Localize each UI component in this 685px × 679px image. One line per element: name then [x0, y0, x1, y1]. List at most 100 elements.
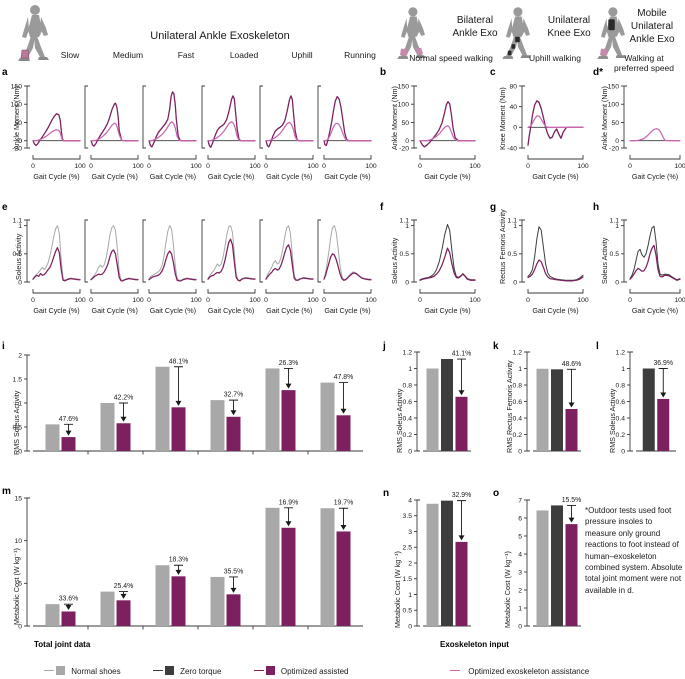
y-tick-label: 0.8 [403, 382, 413, 389]
reduction-arrow [284, 507, 293, 523]
x-axis [419, 289, 476, 294]
y-tick-label: 5 [18, 581, 22, 588]
y-tick-label: 1.1 [610, 217, 620, 224]
y-axis-label: RMS Soleus Activity [395, 388, 404, 453]
x-axis [323, 289, 372, 294]
x-tick-label-0: 0 [31, 297, 35, 304]
chart-a6: 0 100 [317, 85, 377, 170]
y-tick-label: 0.5 [13, 424, 23, 431]
y-tick-label: 1 [518, 366, 522, 373]
y-tick-label: 0 [405, 138, 409, 145]
y-tick-label: 50 [611, 120, 619, 127]
reduction-arrow-head [568, 517, 575, 523]
x-axis [527, 155, 584, 160]
series-line [527, 100, 584, 146]
chart-m: 0 5 10 15 33.6% 25.4% 18.3% 35.5% 16.9% 19.7% [14, 495, 363, 630]
chart-e2: 0 100 [84, 219, 145, 304]
y-axis [201, 219, 205, 283]
y-axis-label: Soleus Activity [390, 237, 399, 284]
y-axis [623, 85, 627, 149]
y-tick-label: 4 [518, 551, 522, 558]
x-tick-label-0: 0 [89, 163, 93, 170]
y-tick-label: 1 [405, 223, 409, 230]
y-axis-label-m: Metabolic Cost (W kg⁻¹) [12, 548, 21, 625]
x-axis [207, 155, 256, 160]
y-axis-label-e: Soleus Activity [14, 233, 23, 280]
y-tick-label: 0.4 [616, 415, 626, 422]
y-axis [259, 219, 263, 283]
reduction-label: 41.1% [452, 351, 472, 358]
reduction-arrow-head [458, 390, 465, 396]
y-axis [84, 219, 89, 283]
series-line [629, 128, 681, 142]
y-tick-label: 1 [615, 223, 619, 230]
y-tick-label: 1.1 [13, 217, 23, 224]
x-tick-label-100: 100 [191, 297, 203, 304]
legend-line-exo-assistance [450, 670, 460, 671]
y-tick-label: 0 [615, 279, 619, 286]
x-axis-label: Gait Cycle (%) [532, 306, 579, 315]
series-line [265, 121, 314, 142]
reduction-arrow-head [230, 587, 237, 593]
panel-letter-a: a [2, 67, 8, 78]
series-line [90, 249, 139, 282]
reduction-arrow [64, 423, 73, 432]
x-axis [629, 155, 681, 160]
series-line [90, 122, 139, 142]
condition-header-d: Walking at preferred speed [613, 53, 674, 73]
x-tick-label-0: 0 [628, 297, 632, 304]
series-line [148, 225, 197, 281]
x-axis [90, 155, 139, 160]
x-axis [148, 289, 197, 294]
series-line [527, 115, 584, 128]
x-tick-label-0: 0 [322, 297, 326, 304]
legend-label-optimized-assisted: Optimized assisted [280, 667, 349, 676]
bar-zero-torque [551, 505, 563, 626]
y-tick-label: 5 [518, 533, 522, 540]
bar-normal-shoes [426, 503, 439, 626]
x-axis [90, 289, 139, 294]
y-axis [84, 85, 89, 149]
y-axis-label: RMS Soleus Activity [608, 388, 617, 453]
y-axis [259, 85, 263, 149]
x-tick-label-100: 100 [577, 297, 589, 304]
bar-optimized-assisted [226, 594, 241, 626]
legend-line-zero-torque [152, 670, 163, 671]
reduction-label: 42.2% [114, 395, 134, 402]
y-tick-label: -20 [12, 145, 22, 152]
y-tick-label: 100 [11, 102, 23, 109]
panel-letter-n: n [383, 488, 390, 499]
column-header-slow: Slow [60, 50, 80, 60]
x-axis [419, 155, 476, 160]
x-axis-label: Gait Cycle (%) [91, 306, 138, 315]
x-axis-label: Gait Cycle (%) [631, 172, 679, 181]
y-tick-label: 50 [14, 120, 22, 127]
x-tick-label-100: 100 [307, 297, 319, 304]
x-tick-label-0: 0 [89, 297, 93, 304]
series-line [527, 99, 584, 147]
y-tick-label: 0 [518, 623, 522, 630]
reduction-arrow-head [65, 604, 72, 610]
x-tick-label-100: 100 [74, 163, 86, 170]
x-tick-label-100: 100 [133, 297, 145, 304]
chart-c: -40 0 40 80 0 100 [507, 83, 589, 170]
x-axis [32, 289, 81, 294]
y-tick-label: 0.4 [513, 415, 523, 422]
reduction-arrow-head [340, 408, 347, 414]
legend-item-normal-shoes: Normal shoes [44, 666, 123, 676]
y-axis-label: Ankle Moment (Nm) [390, 86, 399, 150]
reduction-arrow [658, 368, 668, 394]
bar-optimized-assisted [455, 541, 468, 626]
x-axis [265, 289, 314, 294]
series-line [419, 125, 476, 142]
chart-e6: 0 100 [317, 219, 377, 304]
panel-letter-j: j [383, 341, 386, 352]
reduction-arrow-head [458, 535, 465, 541]
y-axis [629, 351, 633, 452]
bar-normal-shoes [320, 382, 335, 451]
header-group-2-title: Bilateral Ankle Exo [452, 15, 498, 39]
panel-letter-i: i [2, 341, 5, 352]
series-line [206, 238, 256, 282]
column-header-medium: Medium [112, 50, 144, 60]
